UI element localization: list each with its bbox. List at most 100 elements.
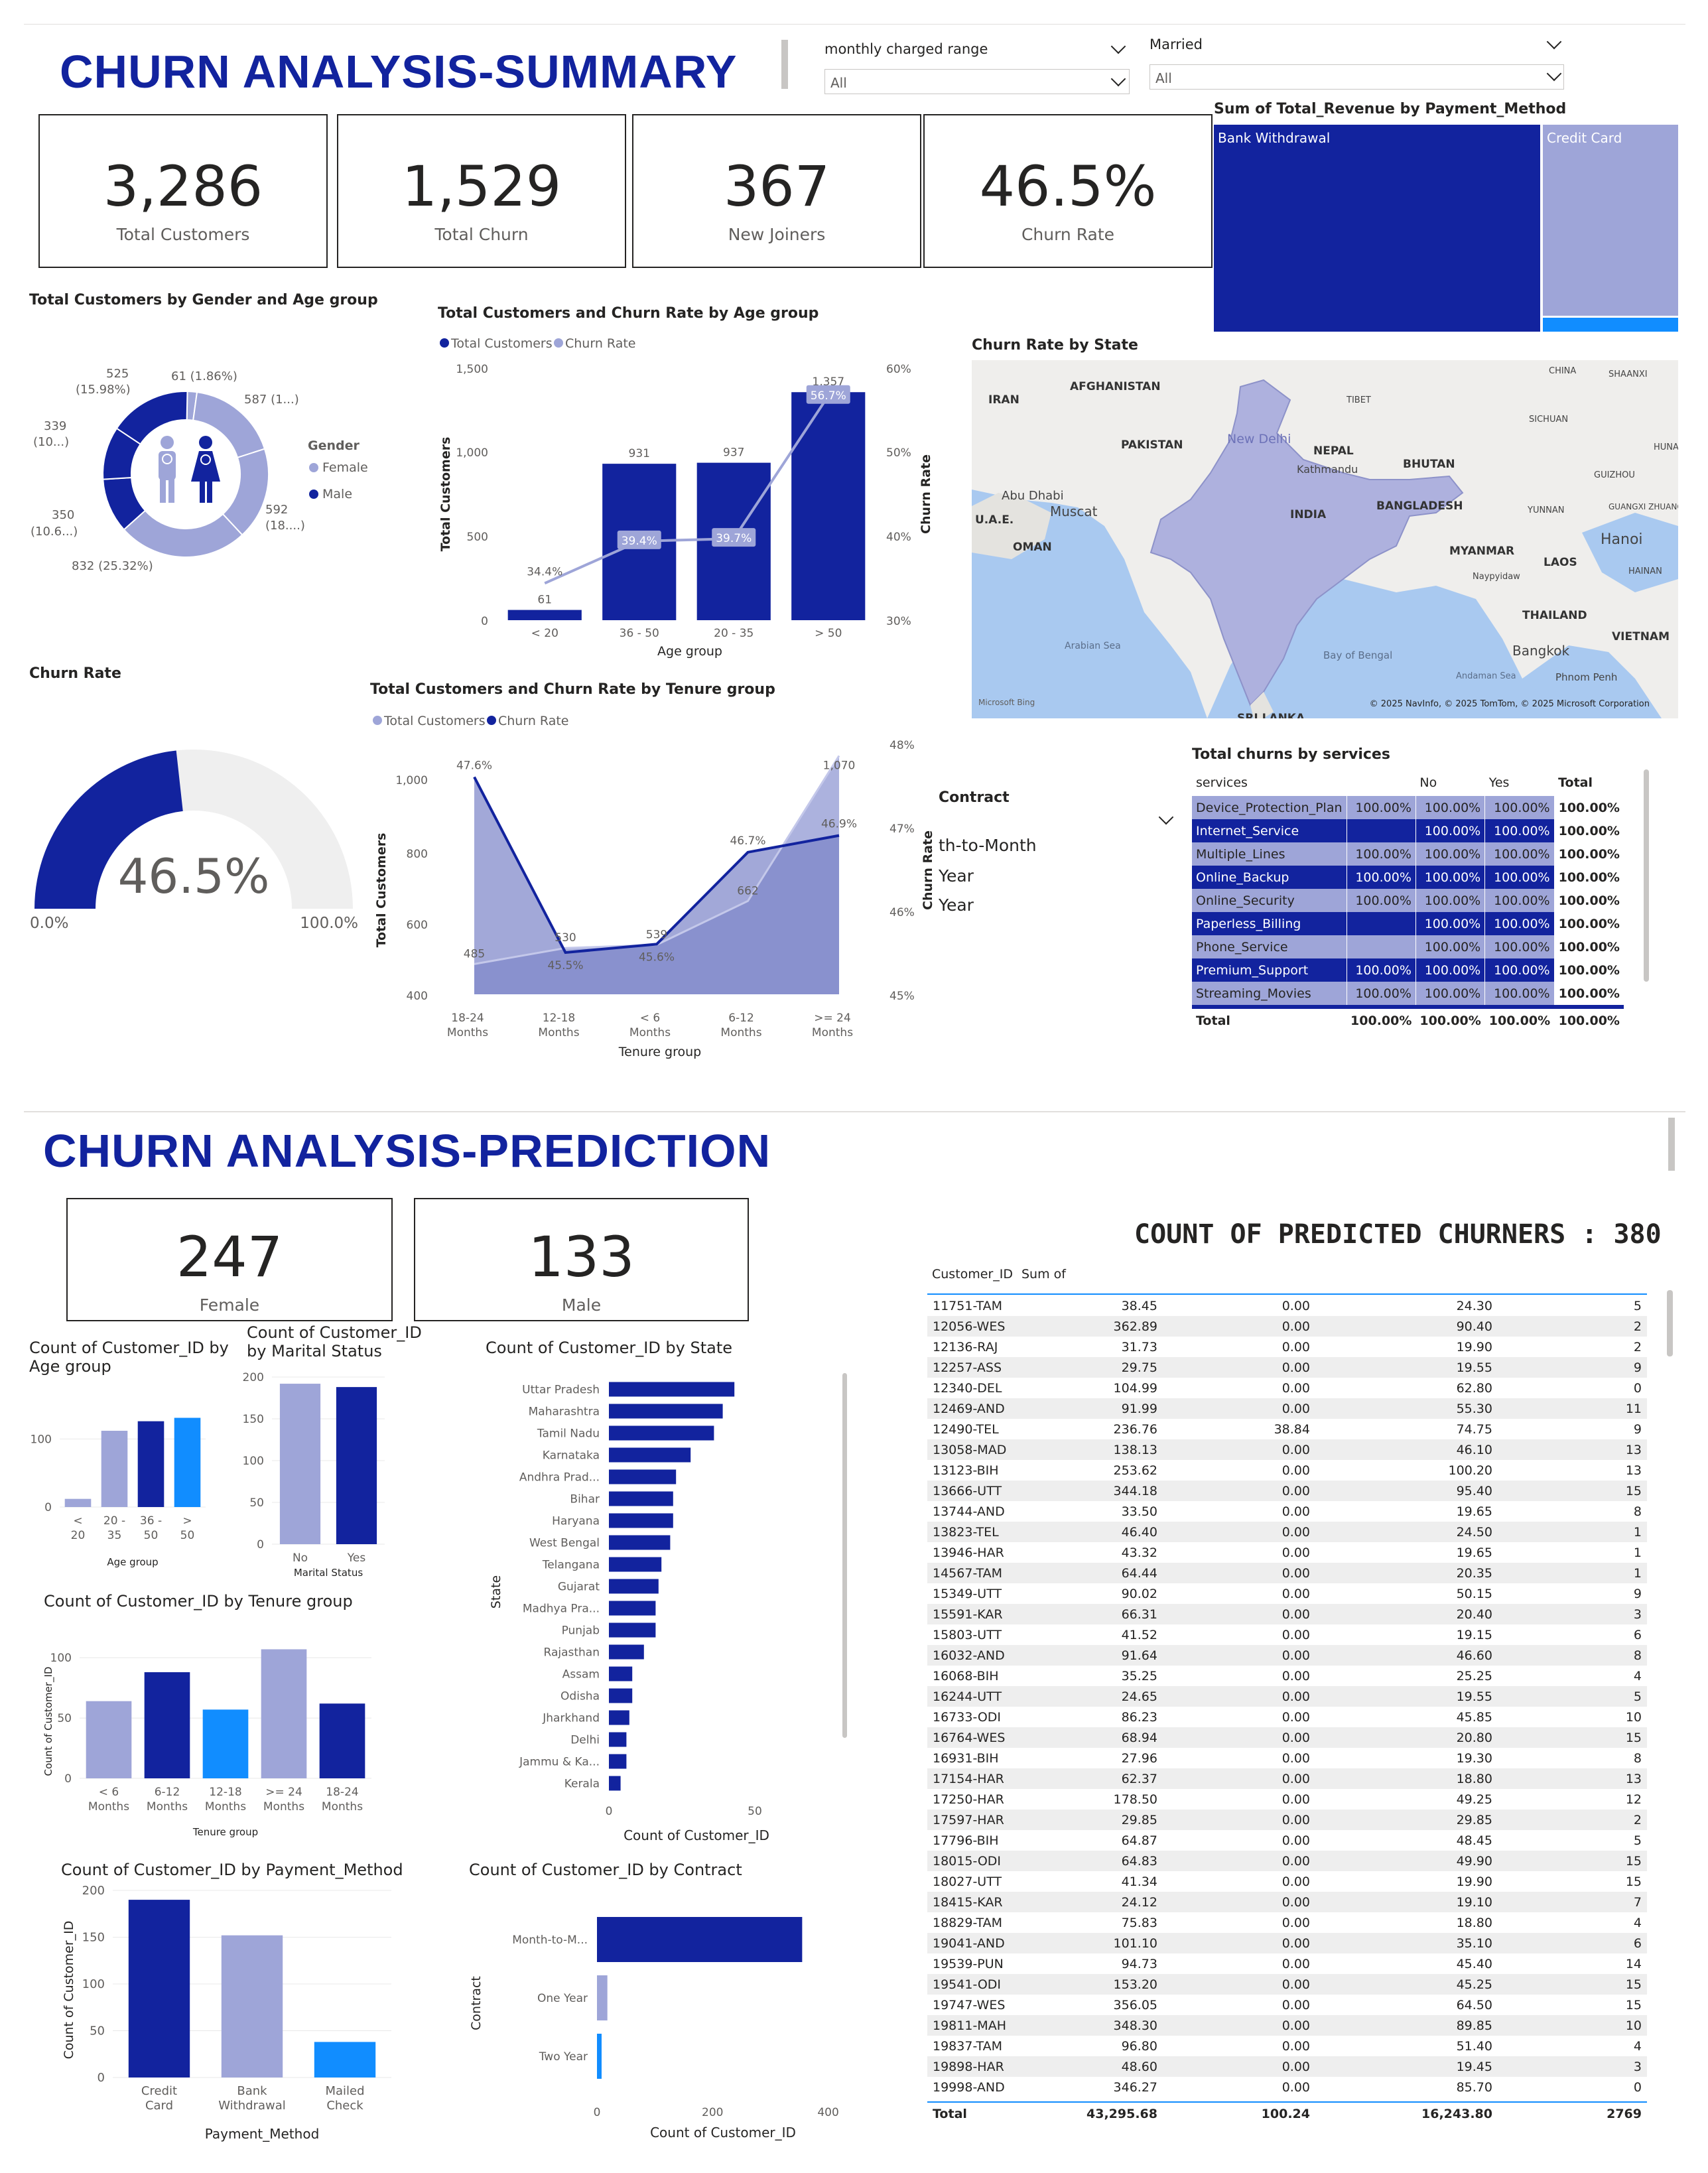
table-row: 15591-KAR 66.31 0.00 20.40 3 <box>927 1604 1647 1624</box>
x-tick: >= 24 <box>265 1786 302 1799</box>
treemap-credit-card[interactable]: Credit Card <box>1543 125 1678 316</box>
donut-label: (10...) <box>33 435 69 449</box>
map-title: Churn Rate by State <box>972 337 1138 354</box>
service-name: Streaming_Movies <box>1192 982 1347 1007</box>
contract-slicer[interactable]: Contract th-to-Month Year Year <box>939 789 1177 935</box>
map-label: OMAN <box>1013 541 1052 554</box>
married-slicer[interactable]: Married All <box>1150 34 1564 90</box>
line-label-bg <box>806 385 850 404</box>
line-label: 39.7% <box>716 532 752 545</box>
table-row: 12469-AND 91.99 0.00 55.30 11 <box>927 1398 1647 1419</box>
scrollbar[interactable] <box>842 1373 847 1738</box>
value-cell: 6 <box>1633 1627 1642 1642</box>
donut-label: 339 <box>44 419 66 433</box>
y-tick: One Year <box>537 1992 588 2005</box>
table-row: 19837-TAM 96.80 0.00 51.40 4 <box>927 2036 1647 2056</box>
table-row: 18015-ODI 64.83 0.00 49.90 15 <box>927 1851 1647 1871</box>
map-label: SRI LANKA <box>1237 712 1305 718</box>
table-row: 16068-BIH 35.25 0.00 25.25 4 <box>927 1666 1647 1686</box>
slicer-dropdown[interactable]: All <box>1150 64 1564 90</box>
service-name: Device_Protection_Plan <box>1192 796 1347 819</box>
treemap-mailed-check[interactable] <box>1543 318 1678 332</box>
scrollbar[interactable] <box>1667 1290 1673 1356</box>
scrollbar[interactable] <box>1644 769 1649 982</box>
value-cell: 2 <box>1498 1316 1647 1337</box>
value-cell: 0.00 <box>1281 1339 1310 1354</box>
x-tick: Card <box>145 2099 173 2113</box>
service-value <box>1347 912 1416 935</box>
treemap-bank-withdrawal[interactable]: Bank Withdrawal <box>1214 125 1540 332</box>
kpi-value: 46.5% <box>979 154 1157 219</box>
kpi-value: 247 <box>176 1224 283 1289</box>
chevron-down-icon[interactable] <box>1158 809 1174 825</box>
x-tick: 50 <box>748 1805 762 1818</box>
customer-id-cell: 13666-UTT <box>927 1481 1027 1501</box>
y-tick: Assam <box>562 1668 600 1681</box>
monthly-charged-slicer[interactable]: monthly charged range All <box>824 38 1130 94</box>
customer-id-cell: 18027-UTT <box>933 1874 1002 1889</box>
contract-option[interactable]: Year <box>939 866 974 886</box>
gauge-max: 100.0% <box>300 915 358 932</box>
value-cell: 15 <box>1625 1997 1642 2012</box>
customer-id-cell: 19541-ODI <box>927 1974 1027 1995</box>
donut-chart: 61 (1.86%) 587 (1...) 592 (18....) 832 (… <box>31 367 368 573</box>
map-label: THAILAND <box>1522 609 1587 622</box>
value-cell: 86.23 <box>1121 1709 1157 1725</box>
value-cell: 0.00 <box>1281 1709 1310 1725</box>
service-value: 100.00% <box>1415 796 1486 819</box>
treemap[interactable]: Bank Withdrawal Credit Card <box>1214 125 1678 332</box>
x-tick: Months <box>447 1026 488 1039</box>
customer-id-cell: 12136-RAJ <box>933 1339 998 1354</box>
table-row: 13744-AND 33.50 0.00 19.65 8 <box>927 1501 1647 1522</box>
value-cell: 18.80 <box>1315 1768 1498 1789</box>
value-cell: 346.27 <box>1113 2079 1157 2095</box>
service-value: 100.00% <box>1484 866 1555 889</box>
slicer-dropdown[interactable]: All <box>824 69 1130 94</box>
marital-title: Count of Customer_ID by Marital Status <box>247 1323 432 1360</box>
y-tick: Odisha <box>560 1690 600 1703</box>
legend-marker <box>554 338 563 348</box>
state-map[interactable]: AFGHANISTAN IRAN PAKISTAN INDIA NEPAL BH… <box>972 360 1678 718</box>
customer-id-cell: 18015-ODI <box>927 1851 1027 1871</box>
table-row: 18415-KAR 24.12 0.00 19.10 7 <box>927 1892 1647 1912</box>
value-cell: 4 <box>1633 2038 1642 2054</box>
x-tick: Credit <box>141 2084 177 2098</box>
value-cell: 64.44 <box>1027 1563 1163 1583</box>
value-cell: 0.00 <box>1163 1974 1315 1995</box>
value-cell: 29.85 <box>1027 1810 1163 1830</box>
value-cell: 68.94 <box>1027 1727 1163 1748</box>
tenure-area-chart: Total Customers Churn Rate 1,000 800 600… <box>373 714 935 1059</box>
customer-id-cell: 19837-TAM <box>933 2038 1003 2054</box>
customer-id-cell: 19898-HAR <box>927 2056 1027 2077</box>
title-separator <box>781 40 788 89</box>
value-cell: 19.15 <box>1456 1627 1492 1642</box>
y2-tick: 47% <box>889 823 915 836</box>
value-cell: 19.90 <box>1456 1874 1492 1889</box>
service-value: 100.00% <box>1484 842 1555 866</box>
x-tick: 20 <box>71 1529 86 1542</box>
bar <box>609 1469 677 1484</box>
legend-label: Total Customers <box>450 336 553 351</box>
india-shape <box>1150 379 1464 706</box>
contract-option[interactable]: th-to-Month <box>939 836 1037 855</box>
value-cell: 90.40 <box>1315 1316 1498 1337</box>
total-cell: 100.00% <box>1419 1013 1481 1028</box>
gauge-title: Churn Rate <box>29 665 121 682</box>
legend-marker <box>309 490 318 499</box>
line-label: 46.7% <box>730 834 765 848</box>
bar <box>609 1622 656 1638</box>
value-cell: 1 <box>1498 1522 1647 1542</box>
value-cell: 0.00 <box>1281 1874 1310 1889</box>
value-cell: 0.00 <box>1281 1504 1310 1519</box>
contract-option[interactable]: Year <box>939 895 974 915</box>
bar <box>609 1382 735 1397</box>
x-tick: 0 <box>606 1805 613 1818</box>
value-cell: 19.55 <box>1315 1686 1498 1707</box>
value-cell: 0.00 <box>1163 1563 1315 1583</box>
value-cell: 0.00 <box>1163 1398 1315 1419</box>
value-cell: 0.00 <box>1163 1810 1315 1830</box>
table-row: 17796-BIH 64.87 0.00 48.45 5 <box>927 1830 1647 1851</box>
bar <box>261 1649 307 1778</box>
table-row: 19541-ODI 153.20 0.00 45.25 15 <box>927 1974 1647 1995</box>
